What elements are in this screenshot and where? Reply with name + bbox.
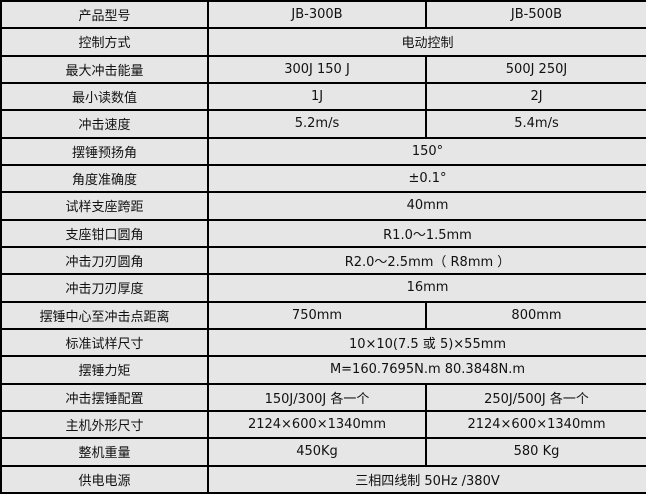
row-value: 2124×600×1340mm — [207, 409, 427, 440]
row-value: 2J — [425, 81, 646, 112]
row-value: 5.2m/s — [207, 109, 427, 139]
row-value: R1.0～1.5mm — [207, 218, 646, 248]
row-label: 支座钳口圆角 — [0, 218, 209, 248]
row-label: 标准试样尺寸 — [0, 327, 209, 358]
row-value: 300J 150 J — [207, 54, 427, 84]
table-row: 试样支座跨距 40mm — [0, 191, 646, 221]
row-label: 摆锤预扬角 — [0, 136, 209, 166]
row-label: 供电电源 — [0, 464, 209, 494]
row-label: 摆锤力矩 — [0, 355, 209, 385]
row-value: 150J/300J 各一个 — [207, 382, 427, 412]
table-row: 冲击刀刃厚度 16mm — [0, 273, 646, 303]
row-label: 最大冲击能量 — [0, 54, 209, 84]
row-label: 控制方式 — [0, 27, 209, 57]
row-value: 580 Kg — [425, 437, 646, 467]
table-row: 角度准确度 ±0.1° — [0, 163, 646, 194]
row-value: 10×10(7.5 或 5)×55mm — [207, 327, 646, 358]
row-label: 主机外形尺寸 — [0, 409, 209, 440]
row-label: 产品型号 — [0, 0, 209, 30]
row-label: 整机重量 — [0, 437, 209, 467]
table-row: 控制方式 电动控制 — [0, 27, 646, 57]
row-label: 冲击速度 — [0, 109, 209, 139]
row-value: 40mm — [207, 191, 646, 221]
row-label: 冲击刀刃厚度 — [0, 273, 209, 303]
row-value: 250J/500J 各一个 — [425, 382, 646, 412]
table-row: 冲击速度 5.2m/s 5.4m/s — [0, 109, 646, 139]
row-value: 电动控制 — [207, 27, 646, 57]
row-value: JB-500B — [425, 0, 646, 30]
row-label: 角度准确度 — [0, 163, 209, 194]
table-row: 供电电源 三相四线制 50Hz /380V — [0, 464, 646, 494]
table-row: 摆锤中心至冲击点距离 750mm 800mm — [0, 300, 646, 330]
row-value: M=160.7695N.m 80.3848N.m — [207, 355, 646, 385]
table-row: 冲击摆锤配置 150J/300J 各一个 250J/500J 各一个 — [0, 382, 646, 412]
row-value: 800mm — [425, 300, 646, 330]
row-value: JB-300B — [207, 0, 427, 30]
row-label: 冲击刀刃圆角 — [0, 245, 209, 276]
row-label: 试样支座跨距 — [0, 191, 209, 221]
row-value: 三相四线制 50Hz /380V — [207, 464, 646, 494]
table-row: 摆锤力矩 M=160.7695N.m 80.3848N.m — [0, 355, 646, 385]
row-value: 500J 250J — [425, 54, 646, 84]
table-row: 冲击刀刃圆角 R2.0～2.5mm（ R8mm ） — [0, 245, 646, 276]
table-row: 主机外形尺寸 2124×600×1340mm 2124×600×1340mm — [0, 409, 646, 440]
row-value: 750mm — [207, 300, 427, 330]
row-value: 450Kg — [207, 437, 427, 467]
table-row: 整机重量 450Kg 580 Kg — [0, 437, 646, 467]
row-value: 5.4m/s — [425, 109, 646, 139]
table-row: 最小读数值 1J 2J — [0, 81, 646, 112]
row-value: 16mm — [207, 273, 646, 303]
row-value: 150° — [207, 136, 646, 166]
table-row: 标准试样尺寸 10×10(7.5 或 5)×55mm — [0, 327, 646, 358]
row-value: R2.0～2.5mm（ R8mm ） — [207, 245, 646, 276]
row-value: 2124×600×1340mm — [425, 409, 646, 440]
row-label: 冲击摆锤配置 — [0, 382, 209, 412]
table-row: 支座钳口圆角 R1.0～1.5mm — [0, 218, 646, 248]
row-label: 最小读数值 — [0, 81, 209, 112]
row-value: 1J — [207, 81, 427, 112]
table-row: 摆锤预扬角 150° — [0, 136, 646, 166]
table-row: 最大冲击能量 300J 150 J 500J 250J — [0, 54, 646, 84]
row-value: ±0.1° — [207, 163, 646, 194]
table-row: 产品型号 JB-300B JB-500B — [0, 0, 646, 30]
row-label: 摆锤中心至冲击点距离 — [0, 300, 209, 330]
